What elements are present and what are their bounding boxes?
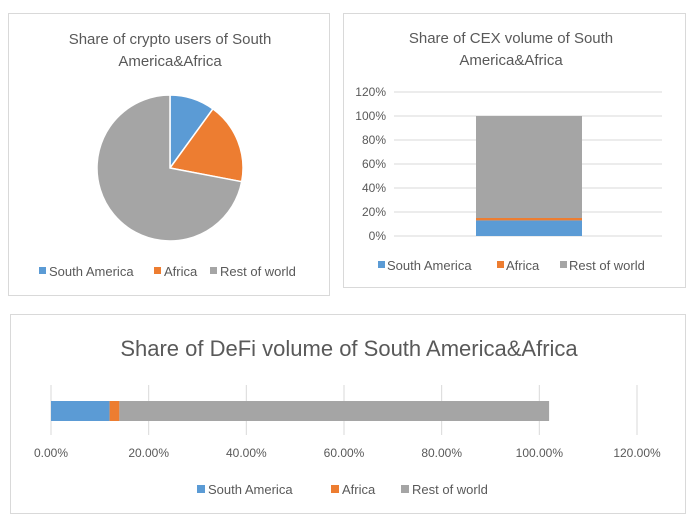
defi-x-tick-label: 40.00% [226, 446, 267, 460]
defi-x-tick-label: 20.00% [128, 446, 169, 460]
pie-title-line-1: Share of crypto users of South [69, 31, 272, 48]
legend-label-africa: Africa [342, 482, 376, 497]
legend-label-south-america: South America [208, 482, 293, 497]
pie-slices [96, 94, 244, 242]
legend-label-africa: Africa [506, 258, 540, 273]
legend-label-rest-of-world: Rest of world [412, 482, 488, 497]
cex-y-tick-label: 80% [362, 133, 386, 147]
legend-label-south-america: South America [49, 264, 134, 279]
defi-bar-segments [51, 401, 550, 421]
cex-y-tick-label: 20% [362, 205, 386, 219]
defi-volume-panel: Share of DeFi volume of South America&Af… [10, 314, 686, 514]
pie-legend: South America Africa Rest of world [39, 264, 296, 279]
cex-y-tick-label: 120% [355, 85, 386, 99]
defi-bar-south-america [51, 401, 110, 421]
cex-volume-svg: Share of CEX volume of South America&Afr… [355, 30, 662, 273]
legend-swatch-rest-of-world [560, 261, 567, 268]
legend-swatch-south-america [39, 267, 46, 274]
legend-swatch-south-america [378, 261, 385, 268]
cex-title-line-2: America&Africa [459, 52, 563, 69]
legend-swatch-rest-of-world [210, 267, 217, 274]
defi-legend: South America Africa Rest of world [197, 482, 488, 497]
legend-swatch-south-america [197, 485, 205, 493]
cex-bar-segments [476, 116, 582, 236]
legend-swatch-africa [331, 485, 339, 493]
defi-x-tick-label: 0.00% [34, 446, 68, 460]
cex-y-tick-labels: 0% 20% 40% 60% 80% 100% 120% [355, 85, 386, 243]
cex-y-tick-label: 0% [369, 229, 387, 243]
cex-volume-panel: Share of CEX volume of South America&Afr… [343, 13, 686, 288]
cex-legend: South America Africa Rest of world [378, 258, 645, 273]
defi-x-tick-labels: 0.00% 20.00% 40.00% 60.00% 80.00% 100.00% 120.… [34, 446, 661, 460]
legend-label-rest-of-world: Rest of world [569, 258, 645, 273]
defi-volume-svg: Share of DeFi volume of South America&Af… [34, 336, 661, 497]
cex-bar-africa [476, 218, 582, 221]
defi-bar-africa [109, 401, 120, 421]
legend-label-rest-of-world: Rest of world [220, 264, 296, 279]
defi-x-tick-label: 80.00% [421, 446, 462, 460]
pie-slice-rest-of-world [96, 94, 243, 242]
defi-x-tick-label: 100.00% [516, 446, 564, 460]
crypto-users-pie-svg: Share of crypto users of South America&A… [39, 31, 296, 279]
defi-title: Share of DeFi volume of South America&Af… [120, 336, 578, 361]
crypto-users-pie-panel: Share of crypto users of South America&A… [8, 13, 330, 296]
cex-bar-rest-of-world [476, 116, 582, 218]
legend-swatch-africa [154, 267, 161, 274]
cex-y-tick-label: 60% [362, 157, 386, 171]
cex-y-tick-label: 100% [355, 109, 386, 123]
defi-bar-rest-of-world [119, 401, 550, 421]
pie-slice-africa [168, 107, 244, 183]
defi-x-tick-label: 60.00% [324, 446, 365, 460]
legend-swatch-rest-of-world [401, 485, 409, 493]
pie-title-line-2: America&Africa [118, 53, 222, 70]
legend-label-south-america: South America [387, 258, 472, 273]
cex-y-tick-label: 40% [362, 181, 386, 195]
legend-label-africa: Africa [164, 264, 198, 279]
cex-title-line-1: Share of CEX volume of South [409, 30, 613, 47]
defi-x-tick-label: 120.00% [613, 446, 661, 460]
cex-bar-south-america [476, 220, 582, 236]
legend-swatch-africa [497, 261, 504, 268]
